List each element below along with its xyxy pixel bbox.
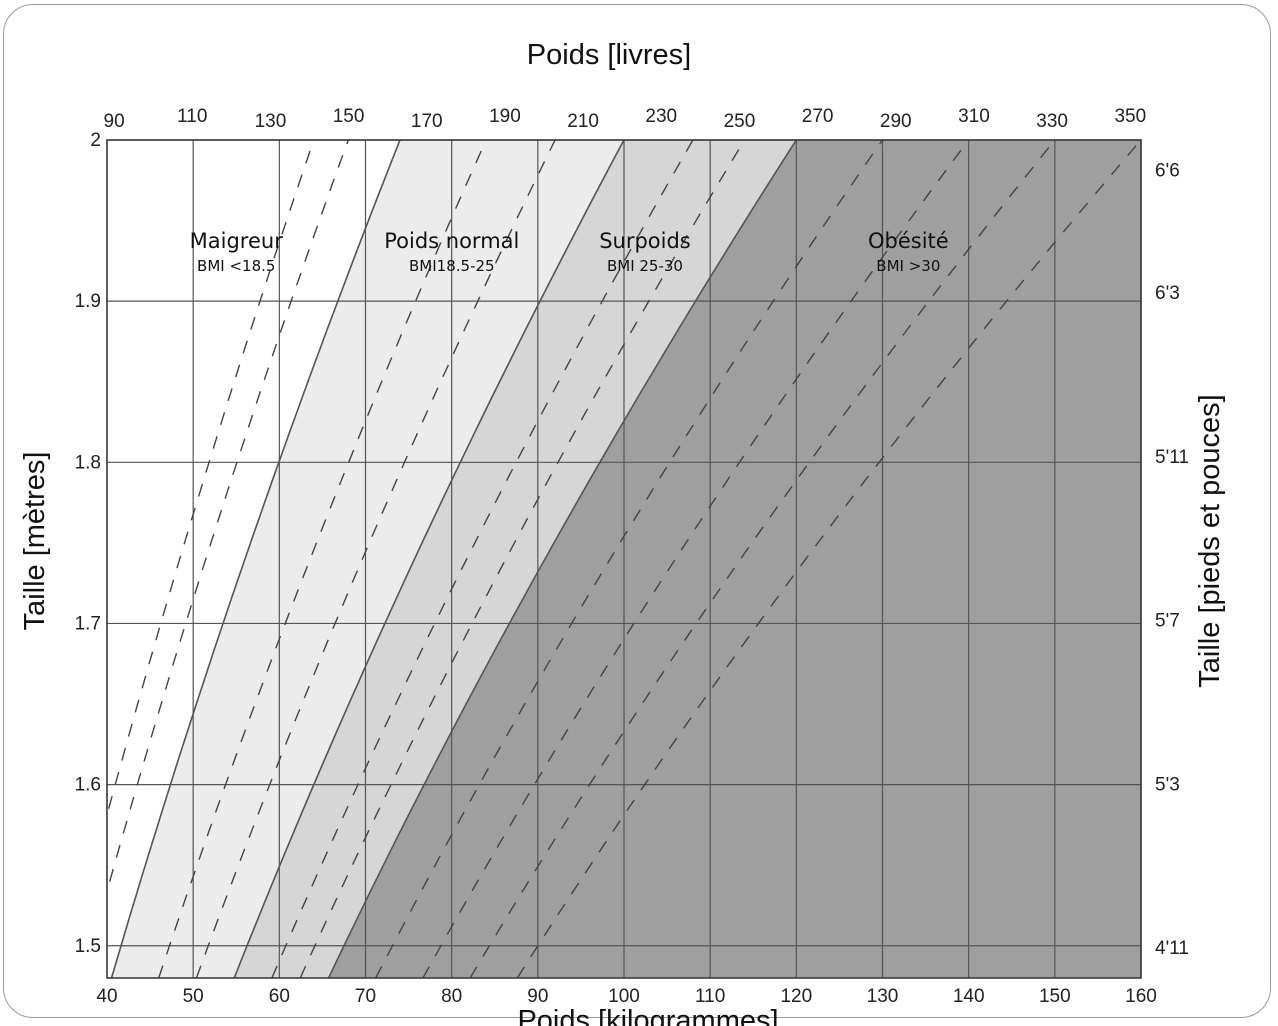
y-tick-label-5: 2 — [90, 130, 101, 151]
zone-name-3: Obésité — [868, 229, 949, 253]
top-tick-label-0: 90 — [104, 111, 125, 132]
x-tick-label-3: 70 — [355, 986, 376, 1007]
bmi-boundary-line-1 — [233, 140, 625, 978]
top-tick-label-4: 170 — [411, 111, 443, 132]
bmi-boundary-line-0 — [110, 140, 401, 978]
bmi-lines — [107, 140, 1141, 978]
y-tick-label-2: 1.7 — [75, 613, 101, 634]
right-tick-label-3: 5'7 — [1155, 611, 1180, 632]
x-tick-label-11: 150 — [1039, 986, 1071, 1007]
right-tick-label-0: 6'6 — [1155, 160, 1180, 181]
zone-range-3: BMI >30 — [876, 257, 940, 275]
x-tick-label-1: 50 — [183, 986, 204, 1007]
y-tick-label-4: 1.9 — [75, 291, 101, 312]
top-tick-label-12: 330 — [1036, 111, 1068, 132]
zone-0 — [107, 140, 400, 978]
bmi-dashed-line-5 — [299, 140, 746, 978]
zone-2 — [234, 140, 797, 978]
x-tick-label-9: 130 — [867, 986, 899, 1007]
y-axis-right-label: Taille [pieds et pouces] — [1194, 394, 1226, 687]
y-tick-label-3: 1.8 — [75, 452, 101, 473]
x-tick-label-6: 100 — [608, 986, 640, 1007]
zone-name-1: Poids normal — [384, 229, 519, 253]
zone-range-1: BMI18.5-25 — [409, 257, 495, 275]
top-tick-label-11: 310 — [958, 106, 990, 127]
zone-name-0: Maigreur — [190, 229, 284, 253]
zone-range-2: BMI 25-30 — [607, 257, 683, 275]
x-tick-label-12: 160 — [1125, 986, 1157, 1007]
zone-3 — [328, 140, 1141, 978]
bmi-dashed-line-6 — [375, 140, 884, 978]
top-tick-label-7: 230 — [645, 106, 677, 127]
x-tick-label-5: 90 — [527, 986, 548, 1007]
top-tick-label-6: 210 — [567, 111, 599, 132]
right-tick-label-4: 5'3 — [1155, 774, 1180, 795]
x-tick-label-8: 120 — [780, 986, 812, 1007]
bmi-dashed-line-4 — [271, 140, 694, 978]
x-tick-label-2: 60 — [269, 986, 290, 1007]
y-tick-label-1: 1.6 — [75, 775, 101, 796]
top-tick-label-8: 250 — [724, 111, 756, 132]
y-axis-label: Taille [mètres] — [19, 452, 51, 631]
bmi-dashed-line-7 — [422, 140, 970, 978]
bmi-zones — [107, 140, 1141, 978]
right-tick-label-1: 6'3 — [1155, 283, 1180, 304]
top-tick-label-9: 270 — [802, 106, 834, 127]
top-tick-label-10: 290 — [880, 111, 912, 132]
top-tick-label-2: 130 — [255, 111, 287, 132]
zone-labels: Maigreur BMI <18.5 Poids normal BMI18.5-25 S… — [190, 229, 949, 275]
bmi-dashed-line-3 — [195, 140, 556, 978]
axis-ticks: 40 50 60 70 80 90 100 110 120 130 140 150 160 1.5 1.6 1… — [75, 106, 1189, 1007]
right-tick-label-2: 5'11 — [1155, 447, 1189, 468]
bmi-dashed-line-0 — [107, 140, 315, 818]
top-tick-label-3: 150 — [333, 106, 365, 127]
x-tick-label-10: 140 — [953, 986, 985, 1007]
bmi-boundary-line-2 — [327, 140, 797, 978]
bmi-dashed-line-9 — [516, 140, 1141, 978]
y-tick-label-0: 1.5 — [75, 936, 101, 957]
bmi-dashed-line-1 — [107, 140, 349, 894]
top-tick-label-13: 350 — [1114, 106, 1146, 127]
plot-border — [106, 139, 1142, 979]
zone-range-0: BMI <18.5 — [197, 257, 275, 275]
right-tick-label-5: 4'11 — [1155, 938, 1189, 959]
zone-1 — [111, 140, 624, 978]
top-tick-label-1: 110 — [177, 106, 207, 127]
x-tick-label-0: 40 — [96, 986, 117, 1007]
chart-title: Poids [livres] — [527, 39, 691, 71]
x-tick-label-4: 80 — [441, 986, 462, 1007]
x-axis-label: Poids [kilogrammes] — [517, 1005, 778, 1026]
grid-lines — [106, 139, 1142, 978]
x-tick-label-7: 110 — [695, 986, 725, 1007]
zone-name-2: Surpoids — [599, 229, 691, 253]
top-tick-label-5: 190 — [489, 106, 521, 127]
